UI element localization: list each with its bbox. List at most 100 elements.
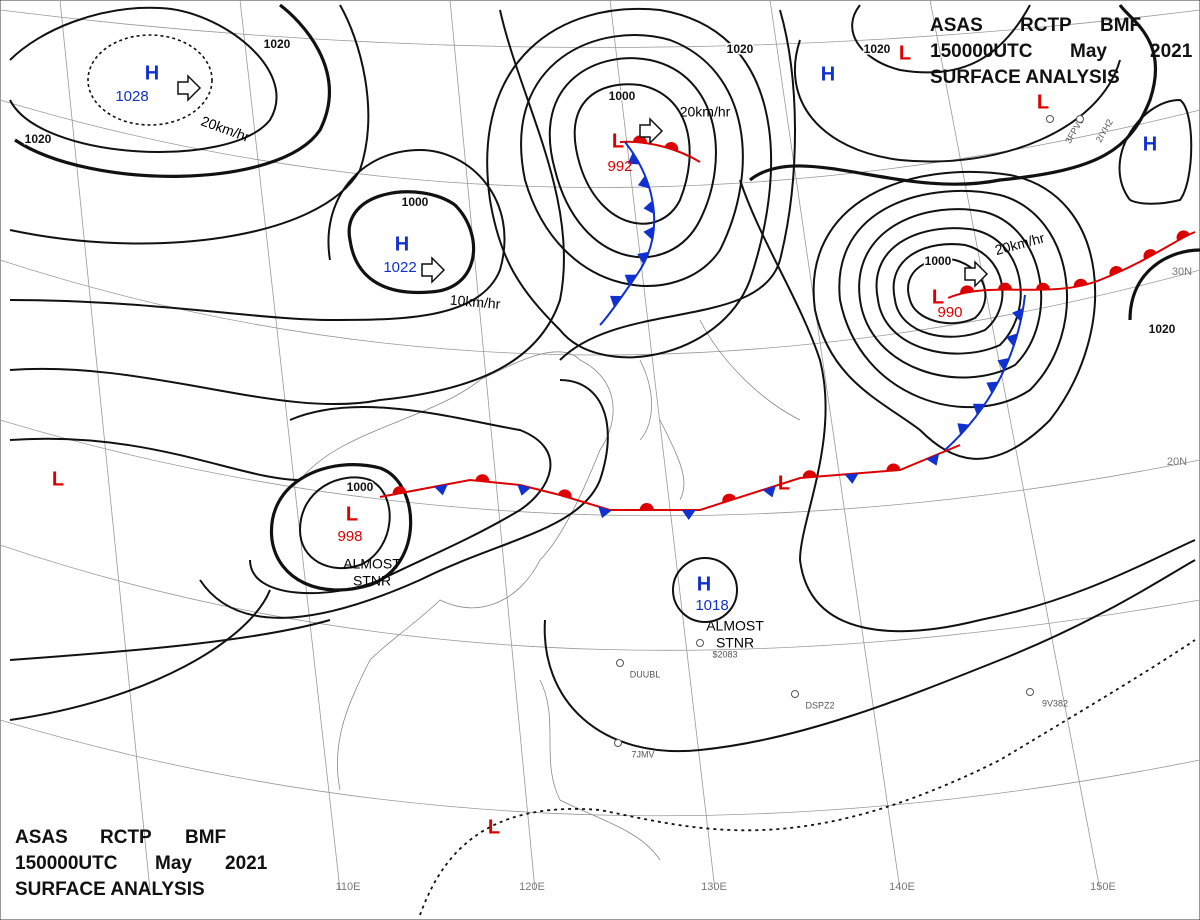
header-word: 2021 (1150, 41, 1193, 62)
front-semicircle (664, 141, 679, 152)
system-symbol: L (52, 468, 64, 490)
latitude-label: 30N (1172, 266, 1192, 278)
system-pressure: 1022 (383, 259, 416, 276)
station-id: 7JMV (631, 749, 654, 759)
longitude-label: 150E (1090, 881, 1116, 893)
coastline (299, 319, 801, 861)
front-triangle (997, 357, 1010, 371)
system-symbol: L (346, 503, 358, 525)
system-symbol: L (488, 816, 500, 838)
system-pressure: 998 (337, 528, 362, 545)
front-triangle (1006, 333, 1018, 347)
isobar-label: 1000 (925, 254, 952, 268)
front-semicircle (802, 470, 817, 478)
warm-front (947, 231, 1196, 299)
system-pressure: 990 (937, 304, 962, 321)
isobar-label: 1020 (727, 42, 754, 56)
system-symbol: H (697, 573, 711, 595)
front-triangle (643, 226, 655, 241)
system-symbol: L (1037, 91, 1049, 113)
header-word: May (1070, 41, 1107, 62)
system-symbol: H (395, 233, 409, 255)
header-title: SURFACE ANALYSIS (930, 67, 1120, 88)
front-triangle (762, 485, 776, 498)
header-word: ASAS (930, 15, 983, 36)
front-semicircle (558, 489, 572, 499)
front-triangle (517, 484, 531, 496)
longitude-label: 140E (889, 881, 915, 893)
isobar-label: 1020 (25, 132, 52, 146)
station-marker (1076, 115, 1084, 123)
motion-arrow (964, 260, 989, 288)
station-marker (614, 739, 622, 747)
front-semicircle (1176, 230, 1190, 241)
station-id: DSPZ2 (805, 700, 834, 710)
front-semicircle (886, 463, 901, 472)
front-semicircle (722, 493, 736, 503)
header-word: BMF (1100, 15, 1141, 36)
footer-word: 150000UTC (15, 853, 118, 874)
system-symbol: L (932, 286, 944, 308)
note-label: STNR (716, 635, 754, 651)
motion-arrow (177, 74, 202, 102)
front-triangle (926, 453, 940, 466)
latitude-label: 20N (1167, 456, 1187, 468)
isobar-label: 1000 (402, 195, 429, 209)
front-triangle (598, 506, 612, 519)
front-triangle (643, 200, 655, 215)
system-symbol: H (145, 62, 159, 84)
motion-label: 10km/hr (449, 292, 501, 312)
front-triangle (844, 473, 859, 484)
longitude-label: 130E (701, 881, 727, 893)
note-label: ALMOST (706, 618, 764, 634)
motion-arrow (421, 256, 446, 284)
isobar-label: 1020 (864, 42, 891, 56)
station-id: $2083 (712, 649, 737, 659)
station-marker (1026, 688, 1034, 696)
station-marker (696, 639, 704, 647)
system-symbol: H (1143, 133, 1157, 155)
isobar-label: 1020 (1149, 322, 1176, 336)
footer-word: RCTP (100, 827, 152, 848)
front-triangle (972, 403, 986, 416)
front-triangle (637, 251, 650, 265)
station-marker (791, 690, 799, 698)
labels: ASAS RCTP BMF 150000UTC May 2021 SURFACE… (15, 15, 1193, 900)
front-semicircle (475, 474, 490, 482)
front-semicircle (997, 282, 1012, 290)
front-triangle (637, 175, 650, 189)
front-triangle (681, 510, 696, 520)
footer-word: May (155, 853, 192, 874)
isobar-label: 1000 (609, 89, 636, 103)
system-pressure: 1018 (695, 597, 728, 614)
station-marker (616, 659, 624, 667)
header-word: RCTP (1020, 15, 1072, 36)
isobar-label: 1020 (264, 37, 291, 51)
front-semicircle (1109, 266, 1123, 276)
system-symbol: L (899, 42, 911, 64)
note-label: STNR (353, 573, 391, 589)
motion-label: 20km/hr (680, 104, 731, 120)
station-marker (1046, 115, 1054, 123)
front-triangle (627, 152, 640, 165)
front-semicircle (960, 285, 975, 294)
front-triangle (434, 484, 448, 496)
front-triangle (1012, 307, 1024, 322)
longitude-label: 120E (519, 881, 545, 893)
station-id: DUUBL (630, 669, 661, 679)
note-label: ALMOST (343, 556, 401, 572)
system-pressure: 1028 (115, 88, 148, 105)
front-semicircle (1035, 282, 1050, 290)
system-pressure: 992 (607, 158, 632, 175)
system-symbol: H (821, 63, 835, 85)
front-triangle (957, 423, 970, 436)
front-semicircle (639, 503, 654, 510)
system-symbol: L (778, 472, 790, 494)
front-semicircle (392, 486, 407, 495)
header-word: 150000UTC (930, 41, 1033, 62)
footer-word: 2021 (225, 853, 268, 874)
motion-arrow (639, 117, 664, 145)
station-id: 9V382 (1042, 698, 1068, 708)
